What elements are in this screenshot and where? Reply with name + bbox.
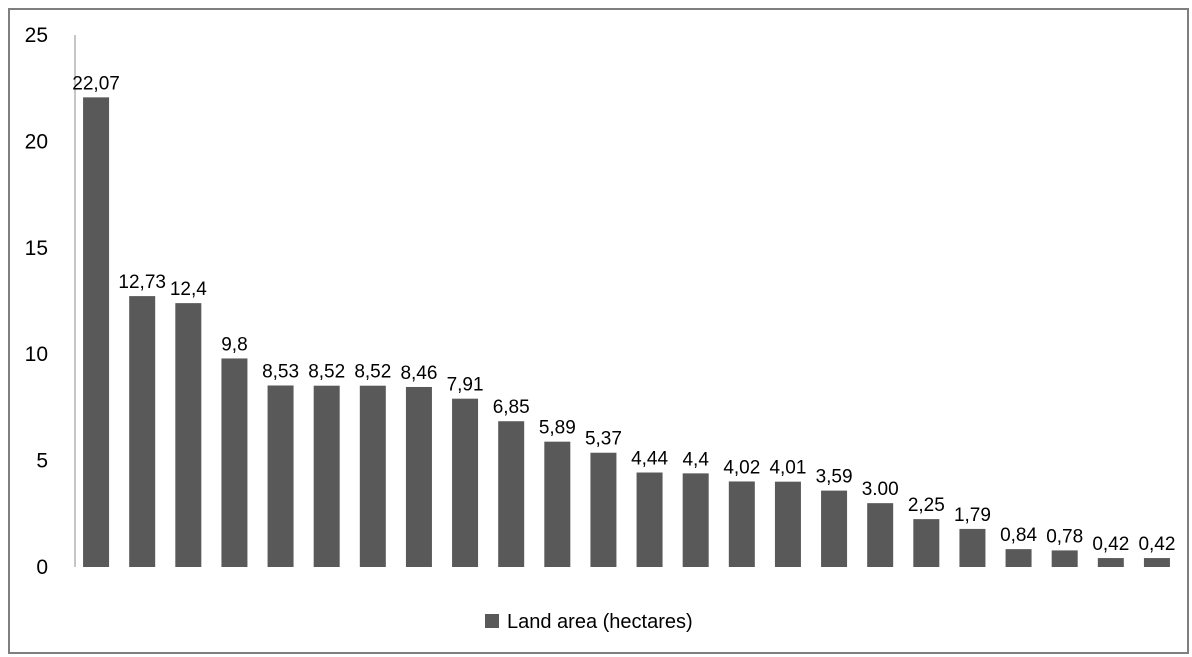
bar [544, 441, 571, 567]
y-tick-label: 0 [36, 556, 48, 579]
bar-value-label: 2,25 [908, 495, 945, 516]
y-tick-label: 15 [25, 237, 48, 260]
bar-value-label: 5,37 [585, 429, 622, 450]
bar-value-label: 12,4 [170, 279, 207, 300]
bar [1051, 550, 1078, 567]
bar [1097, 558, 1124, 567]
bar-value-label: 3,59 [816, 467, 853, 488]
bars [83, 97, 1170, 567]
bar [129, 296, 156, 567]
legend: Land area (hectares) [485, 611, 693, 633]
bar-value-label: 8,52 [308, 362, 345, 383]
bar [682, 473, 709, 567]
bar [405, 386, 432, 567]
bar [590, 452, 617, 567]
bar [175, 303, 202, 567]
bar [959, 528, 986, 567]
bar-value-label: 8,52 [354, 362, 391, 383]
bar-value-label: 5,89 [539, 418, 576, 439]
bar-value-label: 8,46 [400, 363, 437, 384]
bar-value-label: 4,01 [769, 458, 806, 479]
y-tick-label: 10 [25, 343, 48, 366]
bar-value-label: 4,4 [682, 449, 709, 470]
bar [83, 97, 110, 567]
bar-value-label: 1,79 [954, 505, 991, 526]
bar-value-label: 6,85 [493, 397, 530, 418]
bar [359, 385, 386, 567]
bar-value-label: 8,53 [262, 361, 299, 382]
bar [867, 503, 894, 567]
bar-value-label: 0,84 [1000, 525, 1037, 546]
bar-value-label: 7,91 [447, 375, 484, 396]
y-tick-label: 20 [25, 130, 48, 153]
bar-chart: 0 5 10 15 20 25 22,07 12,73 12,4 9,8 8,53 8,52 8,52… [25, 24, 1176, 633]
chart-frame: 0 5 10 15 20 25 22,07 12,73 12,4 9,8 8,53 8,52 8,52… [8, 8, 1189, 654]
legend-swatch [485, 614, 499, 628]
bar-value-label: 0,42 [1092, 534, 1129, 555]
legend-label: Land area (hectares) [507, 611, 693, 633]
y-tick-label: 5 [36, 450, 48, 473]
bar-value-label: 9,8 [221, 334, 247, 355]
bar-value-label: 0,42 [1138, 534, 1175, 555]
bar-value-label: 0,78 [1046, 526, 1083, 547]
bar-value-label: 22,07 [72, 73, 120, 94]
bar [636, 472, 663, 567]
bar-value-label: 12,73 [118, 272, 166, 293]
bar [1143, 558, 1170, 567]
bar [313, 385, 340, 567]
bar [267, 385, 294, 567]
bar [452, 398, 479, 567]
bar-value-label: 3.00 [862, 479, 899, 500]
bar [774, 481, 801, 567]
bar [498, 421, 525, 567]
bar-value-label: 4,02 [723, 457, 760, 478]
bar [821, 490, 848, 567]
bar [221, 358, 248, 567]
bar [913, 519, 940, 567]
y-tick-label: 25 [25, 24, 48, 47]
bar-value-label: 4,44 [631, 449, 668, 470]
bar [728, 481, 755, 567]
y-axis-ticks: 0 5 10 15 20 25 [25, 24, 48, 579]
bar [1005, 549, 1032, 567]
data-labels: 22,07 12,73 12,4 9,8 8,53 8,52 8,52 8,46 7,91 6,8… [72, 73, 1175, 555]
